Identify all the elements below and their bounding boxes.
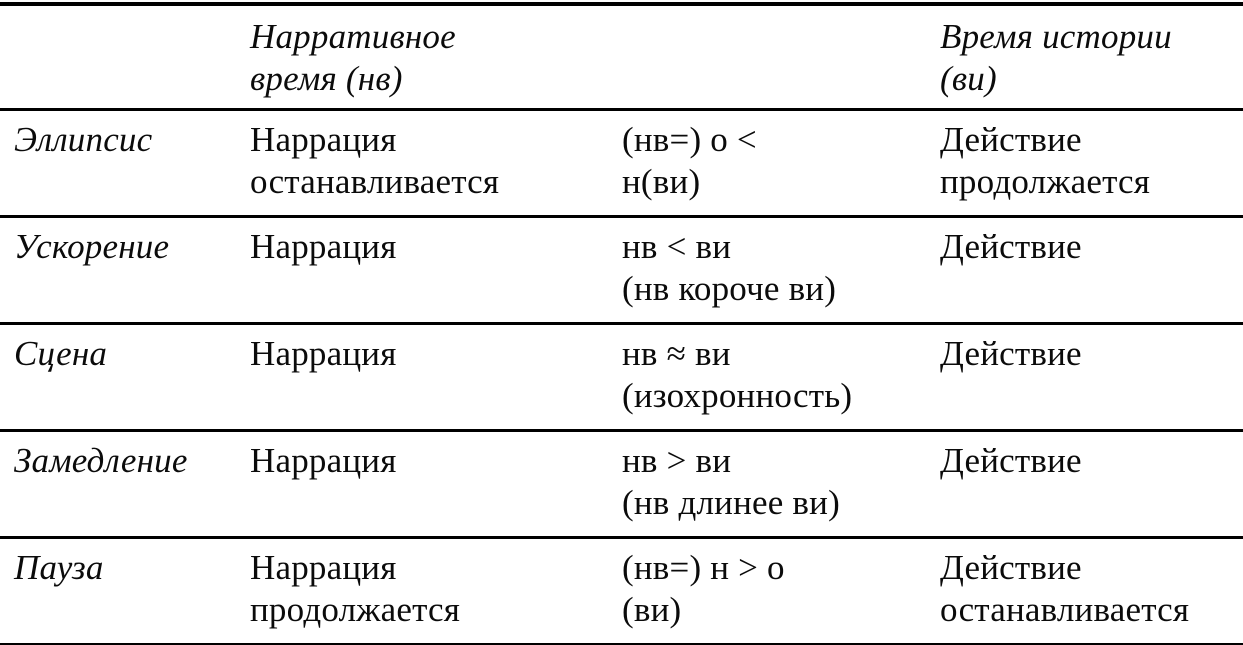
table-row: Сцена Наррация нв ≈ ви (изохронность) Де… — [0, 322, 1243, 431]
cell-term: Замедление — [0, 429, 250, 538]
table-row: Пауза Наррация продолжается (нв=) н > о … — [0, 536, 1243, 645]
table-row: Ускорение Наррация нв < ви (нв короче ви… — [0, 215, 1243, 324]
cell-formula: нв < ви (нв короче ви) — [622, 215, 940, 324]
cell-action: Действие — [940, 322, 1243, 431]
table-row: Нарративное время (нв) Время истории (ви… — [0, 4, 1243, 111]
cell-formula: (нв=) о < н(ви) — [622, 120, 757, 201]
cell-narration: Наррация — [250, 322, 622, 431]
cell-action: Действие останавливается — [940, 536, 1243, 645]
cell-formula: (нв=) н > о (ви) — [622, 536, 940, 645]
cell-narration: Наррация останавливается — [250, 120, 500, 201]
cell-action: Действие продолжается — [940, 120, 1151, 201]
cell-narration: Наррация — [250, 429, 622, 538]
cell-formula: нв ≈ ви (изохронность) — [622, 322, 940, 431]
header-formula-empty — [622, 4, 940, 111]
header-narrative-time: Нарративное время (нв) — [250, 4, 622, 111]
cell-narration: Наррация — [250, 215, 622, 324]
cell-action: Действие — [940, 215, 1243, 324]
header-story-time: Время истории (ви) — [940, 4, 1243, 111]
cell-formula: нв > ви (нв длинее ви) — [622, 429, 940, 538]
table-header-row: Нарративное время (нв) Время истории (ви… — [0, 4, 1243, 111]
cell-term: Пауза — [0, 536, 250, 645]
header-term-empty — [0, 4, 250, 111]
cell-term: Сцена — [0, 322, 250, 431]
cell-narration: Наррация продолжается — [250, 536, 622, 645]
cell-action: Действие — [940, 429, 1243, 538]
cell-term: Ускорение — [0, 215, 250, 324]
cell-term: Эллипсис — [14, 120, 153, 159]
table-row: Замедление Наррация нв > ви (нв длинее в… — [0, 429, 1243, 538]
table-row: Эллипсис Наррация останавливается (нв=) … — [0, 110, 1243, 217]
